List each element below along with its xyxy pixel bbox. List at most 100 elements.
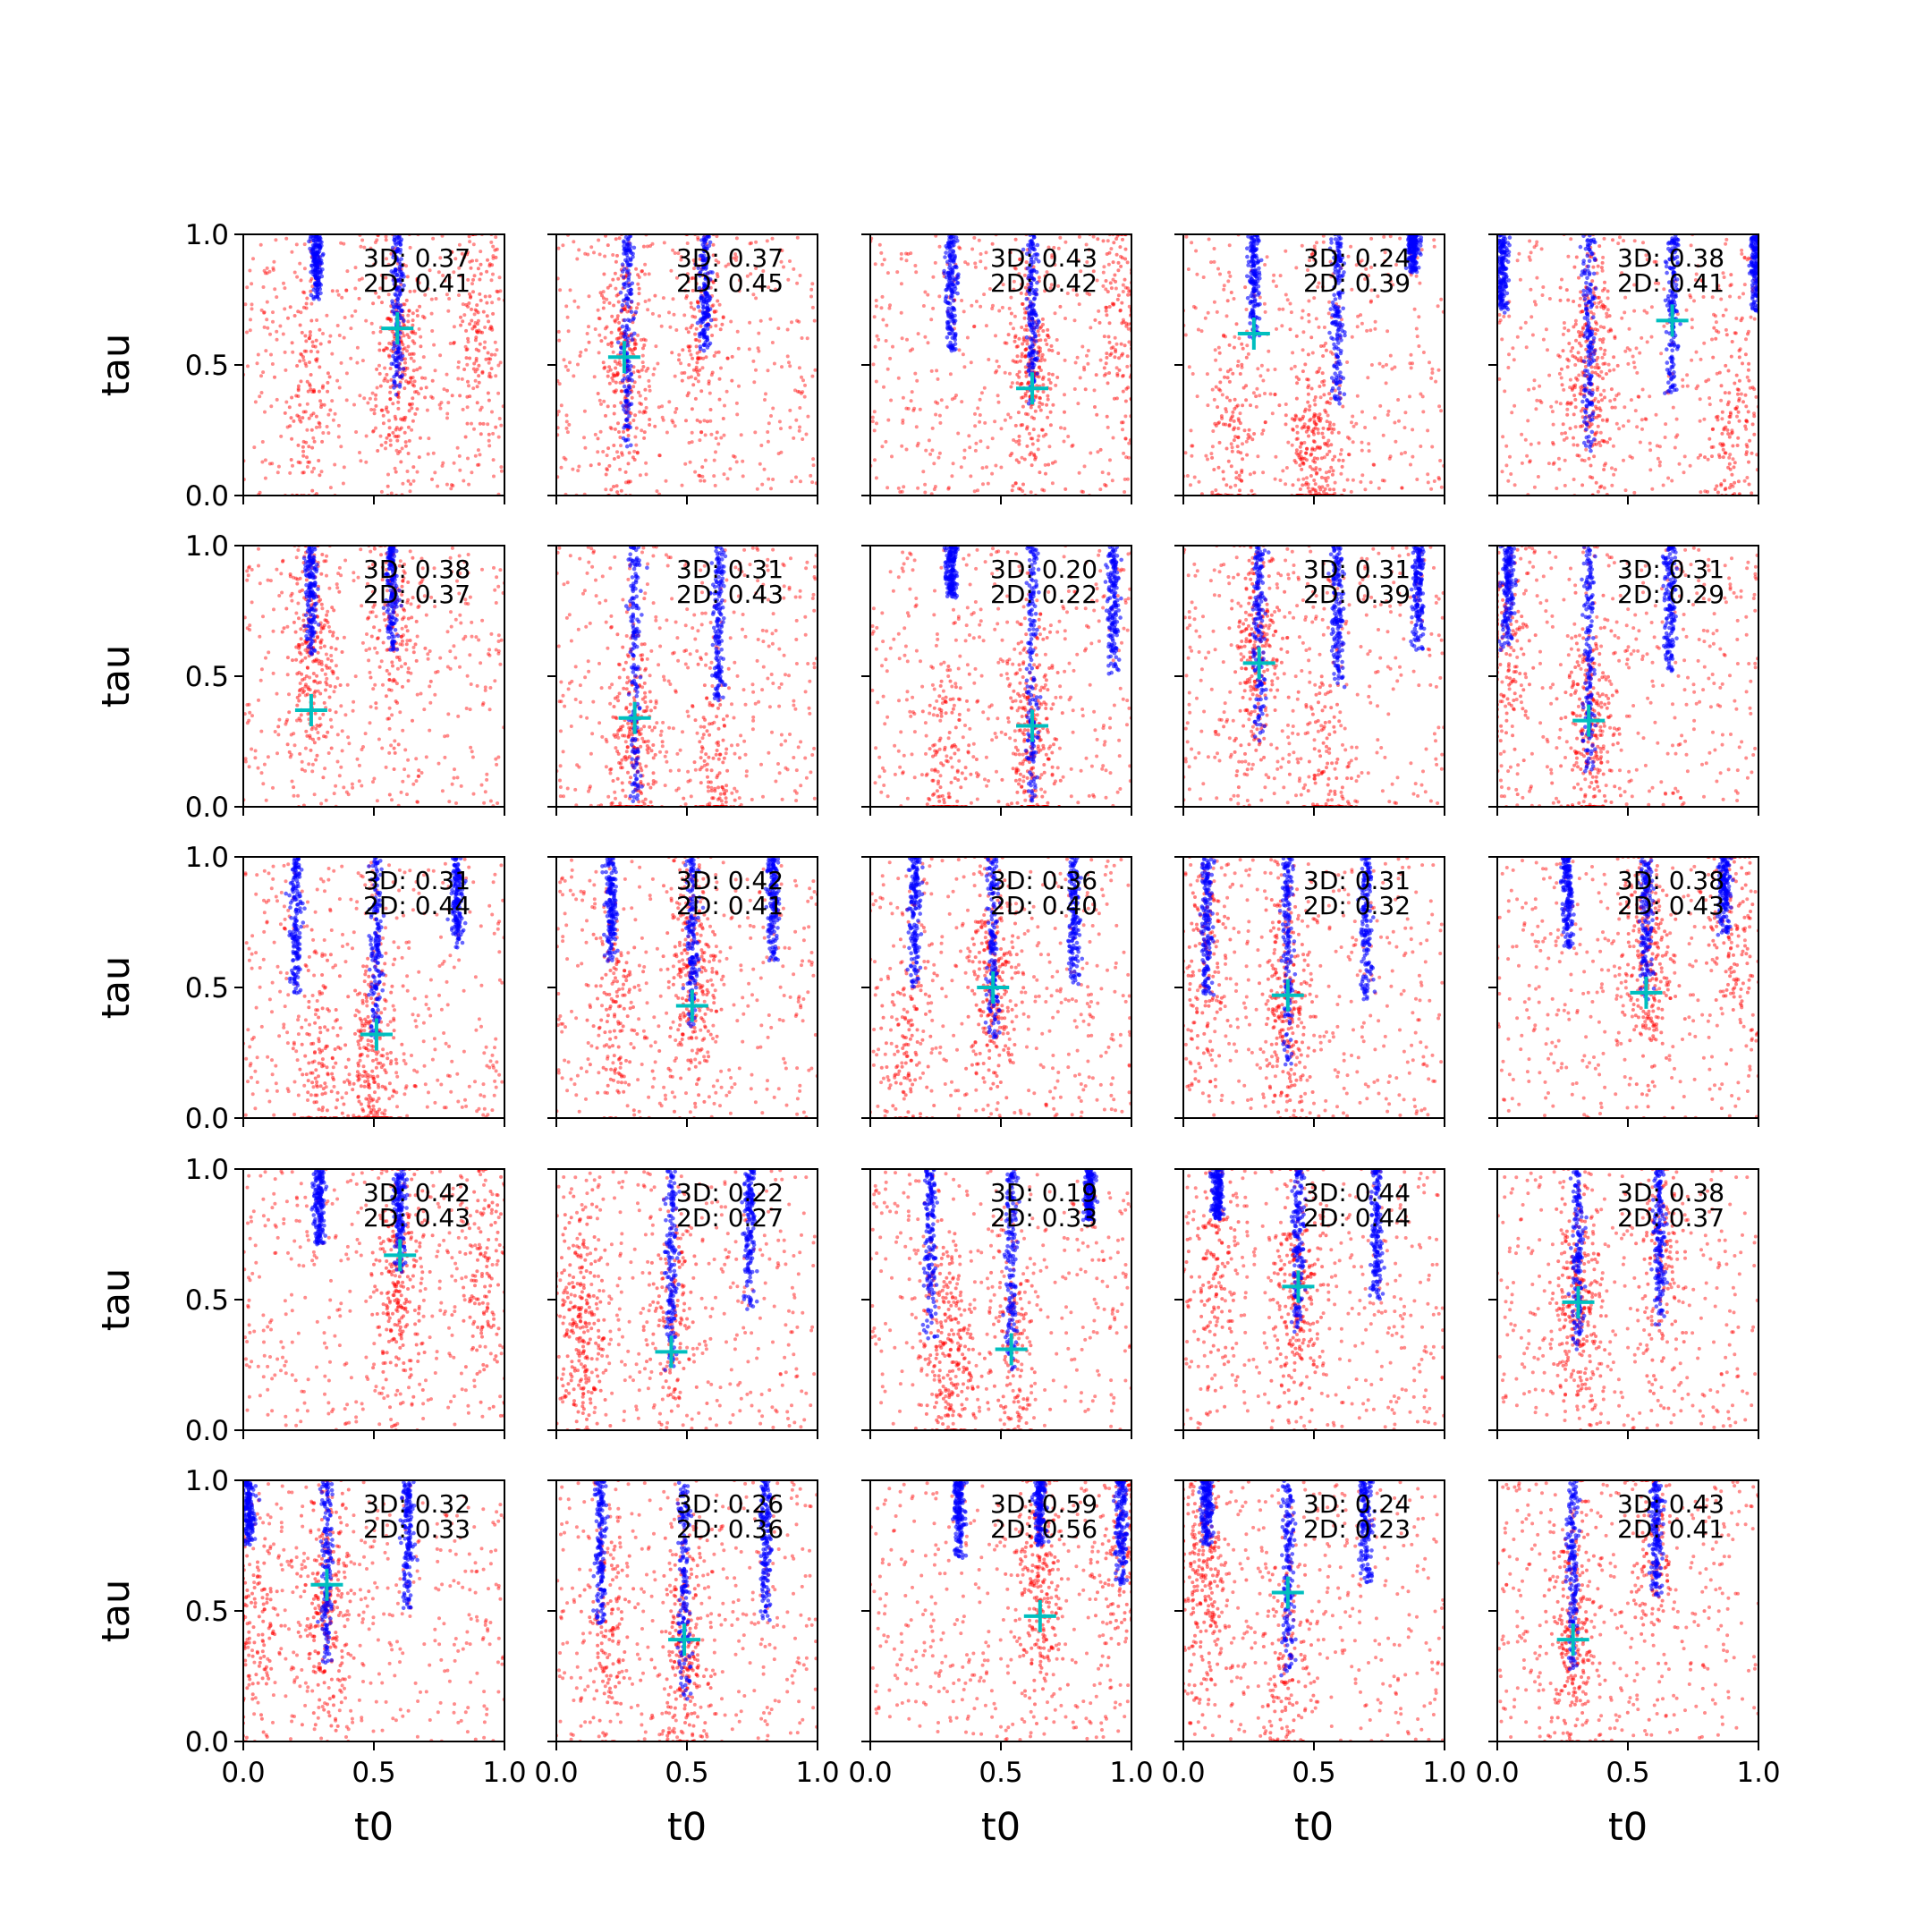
sample-point-blue [623, 335, 628, 340]
sample-point-red [1046, 462, 1051, 467]
sample-point-red [407, 335, 411, 340]
sample-point-red [483, 326, 487, 329]
sample-point-red [478, 277, 482, 282]
sample-point-red [403, 444, 408, 448]
sample-point-red [1347, 436, 1352, 441]
sample-point-red [990, 242, 995, 246]
sample-point-red [1580, 424, 1584, 428]
sample-point-red [613, 404, 616, 408]
sample-point-red [981, 482, 985, 487]
sample-point-red [1368, 300, 1373, 304]
sample-point-red [405, 470, 410, 473]
sample-point-blue [704, 301, 708, 305]
sample-point-red [1368, 328, 1373, 333]
sample-point-red [1294, 414, 1299, 419]
sample-point-red [1055, 376, 1060, 379]
sample-point-red [1083, 387, 1088, 392]
sample-point-red [1577, 341, 1581, 345]
sample-point-red [638, 401, 642, 405]
sample-point-red [1726, 432, 1731, 436]
sample-point-red [496, 435, 501, 439]
sample-point-red [1747, 361, 1751, 366]
sample-point-red [1319, 475, 1324, 479]
sample-point-red [983, 266, 987, 270]
sample-point-red [275, 337, 279, 342]
sample-point-red [603, 335, 607, 340]
sample-point-red [378, 434, 383, 438]
sample-point-blue [1027, 368, 1031, 373]
sample-point-red [1211, 429, 1216, 433]
sample-point-red [1586, 296, 1590, 301]
sample-point-red [736, 346, 741, 351]
sample-point-red [1270, 411, 1275, 416]
sample-point-red [614, 380, 618, 385]
sample-point-red [1408, 394, 1411, 399]
sample-point-blue [623, 234, 629, 240]
sample-point-red [613, 427, 617, 431]
sample-point-red [873, 262, 877, 267]
sample-point-red [1114, 286, 1118, 291]
sample-point-red [643, 387, 648, 392]
sample-point-red [561, 243, 565, 248]
sample-point-red [1721, 447, 1725, 452]
sample-point-red [301, 416, 305, 420]
sample-point-red [373, 241, 377, 244]
sample-point-blue [1036, 318, 1040, 323]
sample-point-red [1396, 398, 1401, 402]
sample-point-red [645, 244, 649, 249]
sample-point-red [1214, 358, 1218, 362]
sample-point-blue [1333, 322, 1337, 327]
sample-point-red [1594, 442, 1598, 446]
sample-point-red [1332, 422, 1336, 427]
sample-point-red [1102, 366, 1106, 370]
sample-point-red [632, 341, 637, 345]
sample-point-red [1260, 432, 1265, 436]
sample-point-red [491, 254, 496, 258]
sample-point-blue [1034, 287, 1038, 292]
sample-point-red [467, 234, 471, 239]
sample-point-red [1091, 269, 1096, 274]
sample-point-blue [631, 245, 637, 250]
sample-point-red [1367, 274, 1371, 278]
sample-point-blue [397, 385, 402, 389]
sample-point-blue [396, 240, 402, 244]
sample-point-red [292, 314, 297, 318]
sample-point-blue [1411, 242, 1416, 247]
sample-point-blue [1336, 263, 1341, 268]
sample-point-red [364, 460, 369, 464]
sample-point-red [1244, 439, 1249, 444]
sample-point-red [1053, 311, 1057, 316]
sample-point-red [402, 386, 407, 391]
sample-point-red [680, 378, 684, 383]
sample-point-red [1596, 328, 1600, 332]
sample-point-red [1323, 476, 1327, 480]
sample-point-red [313, 344, 318, 349]
sample-point-red [369, 246, 373, 250]
sample-point-red [467, 384, 470, 388]
sample-point-red [734, 236, 739, 241]
sample-point-red [810, 480, 815, 485]
sample-point-red [1325, 401, 1329, 405]
sample-point-red [275, 470, 280, 475]
sample-point-red [1224, 446, 1229, 451]
sample-point-red [1411, 361, 1414, 366]
sample-point-red [623, 480, 628, 485]
sample-point-red [1023, 285, 1028, 290]
sample-point-blue [1034, 257, 1038, 261]
sample-point-red [637, 292, 641, 296]
sample-point-blue [629, 309, 634, 315]
sample-point-blue [1251, 303, 1256, 309]
sample-point-red [498, 360, 503, 365]
sample-point-blue [952, 321, 957, 326]
sample-point-red [1383, 259, 1387, 263]
sample-point-red [310, 488, 315, 493]
sample-point-red [406, 425, 411, 429]
sample-point-red [716, 442, 721, 446]
sample-point-red [312, 439, 317, 444]
sample-point-blue [1254, 256, 1259, 260]
sample-point-red [1351, 414, 1355, 419]
y-tick-label: 1.0 [185, 219, 229, 251]
sample-point-red [605, 453, 609, 458]
sample-point-blue [1338, 375, 1343, 379]
sample-point-red [490, 301, 495, 305]
